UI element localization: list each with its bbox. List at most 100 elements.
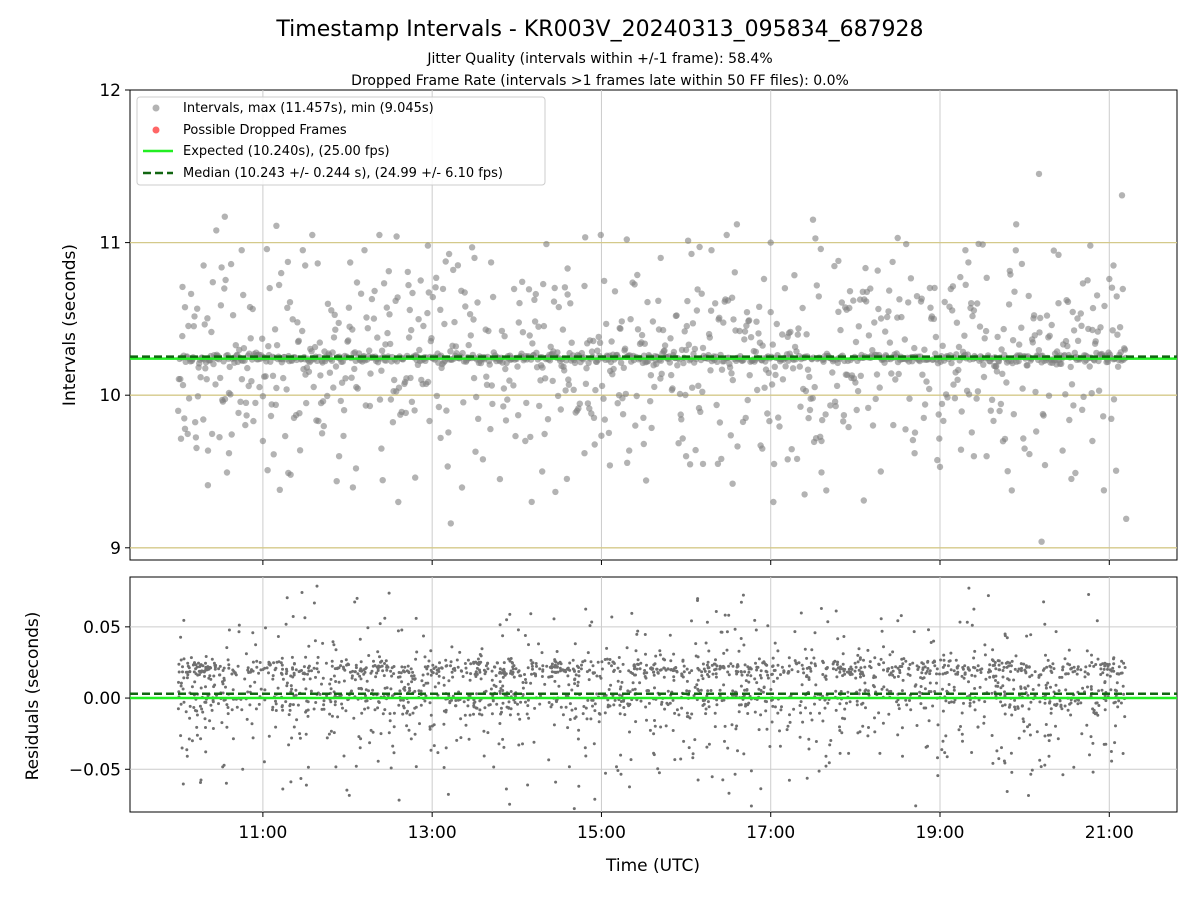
residual-point [414, 765, 418, 769]
residual-point [999, 700, 1003, 704]
interval-point [714, 358, 721, 365]
interval-point [371, 287, 378, 295]
residual-point [512, 675, 516, 679]
interval-point [862, 264, 869, 272]
residual-point [203, 717, 207, 721]
residual-point [755, 665, 759, 669]
residual-point [633, 673, 636, 677]
interval-point [729, 480, 736, 487]
residual-point [928, 669, 932, 673]
interval-point [819, 416, 826, 424]
residual-point [208, 674, 212, 678]
interval-point [387, 340, 394, 348]
interval-point [259, 437, 267, 445]
interval-point [994, 333, 1001, 341]
residual-point [292, 662, 296, 665]
residual-point [627, 704, 631, 708]
residual-point [435, 672, 439, 676]
interval-point [888, 370, 895, 377]
residual-point [475, 692, 479, 696]
residual-point [928, 672, 932, 676]
residual-point [281, 708, 285, 712]
residual-point [675, 669, 679, 673]
residual-point [290, 687, 294, 691]
residual-point [529, 681, 533, 685]
interval-point [378, 445, 385, 452]
interval-point [568, 339, 575, 346]
residual-point [182, 676, 186, 680]
interval-point [1058, 360, 1065, 367]
residual-point [658, 653, 662, 657]
residual-point [566, 667, 570, 671]
interval-point [642, 477, 650, 484]
residual-point [428, 725, 432, 729]
residual-point [179, 658, 183, 662]
residual-point [445, 664, 449, 668]
residual-point [1051, 662, 1055, 666]
residual-point [364, 699, 368, 703]
residual-point [706, 689, 710, 693]
residual-point [736, 749, 739, 753]
residual-point [267, 734, 271, 738]
interval-point [976, 323, 984, 330]
residual-point [1080, 732, 1084, 736]
residual-point [798, 735, 802, 739]
residual-point [668, 633, 672, 637]
interval-point [1086, 363, 1093, 370]
residual-point [516, 628, 520, 632]
residual-point [824, 764, 828, 768]
interval-point [367, 370, 374, 377]
interval-point [685, 341, 692, 348]
interval-point [809, 216, 817, 223]
residual-point [381, 669, 385, 673]
interval-point [445, 429, 452, 436]
residual-point [612, 703, 616, 707]
interval-point [351, 365, 358, 373]
interval-point [1095, 387, 1103, 394]
interval-point [514, 363, 521, 370]
residual-point [593, 797, 597, 801]
residual-point [1027, 794, 1030, 797]
residual-point [553, 663, 557, 667]
residual-point [996, 659, 1000, 663]
residual-point [1007, 678, 1011, 682]
interval-point [761, 384, 768, 391]
residual-point [685, 711, 689, 715]
interval-point [547, 343, 554, 350]
residual-point [859, 675, 862, 679]
interval-point [617, 325, 624, 332]
interval-point [1069, 308, 1076, 316]
residual-point [312, 601, 316, 605]
interval-point [584, 400, 592, 407]
interval-point [850, 297, 857, 304]
residual-point [1043, 734, 1047, 738]
residual-point [225, 703, 229, 707]
residual-point [1029, 700, 1033, 704]
residual-point [628, 730, 631, 734]
residual-point [428, 727, 432, 731]
residual-point [1085, 723, 1089, 727]
residual-point [370, 669, 374, 673]
residual-point [693, 685, 697, 689]
interval-point [444, 463, 451, 470]
interval-point [424, 378, 432, 386]
interval-point [680, 359, 687, 367]
residual-point [991, 648, 995, 652]
residual-point [1026, 693, 1030, 697]
interval-point [948, 359, 955, 367]
residual-point [992, 674, 996, 678]
residual-point [973, 666, 977, 670]
interval-point [731, 269, 738, 276]
interval-point [1037, 314, 1044, 322]
residual-point [809, 711, 812, 715]
interval-point [1064, 298, 1072, 305]
residual-point [455, 658, 459, 662]
residual-point [1116, 705, 1120, 709]
interval-point [345, 304, 353, 311]
residual-point [808, 667, 812, 671]
residual-point [421, 673, 425, 677]
residual-point [1122, 661, 1126, 665]
interval-point [539, 468, 546, 475]
residual-point [315, 667, 319, 671]
interval-point [442, 258, 449, 265]
